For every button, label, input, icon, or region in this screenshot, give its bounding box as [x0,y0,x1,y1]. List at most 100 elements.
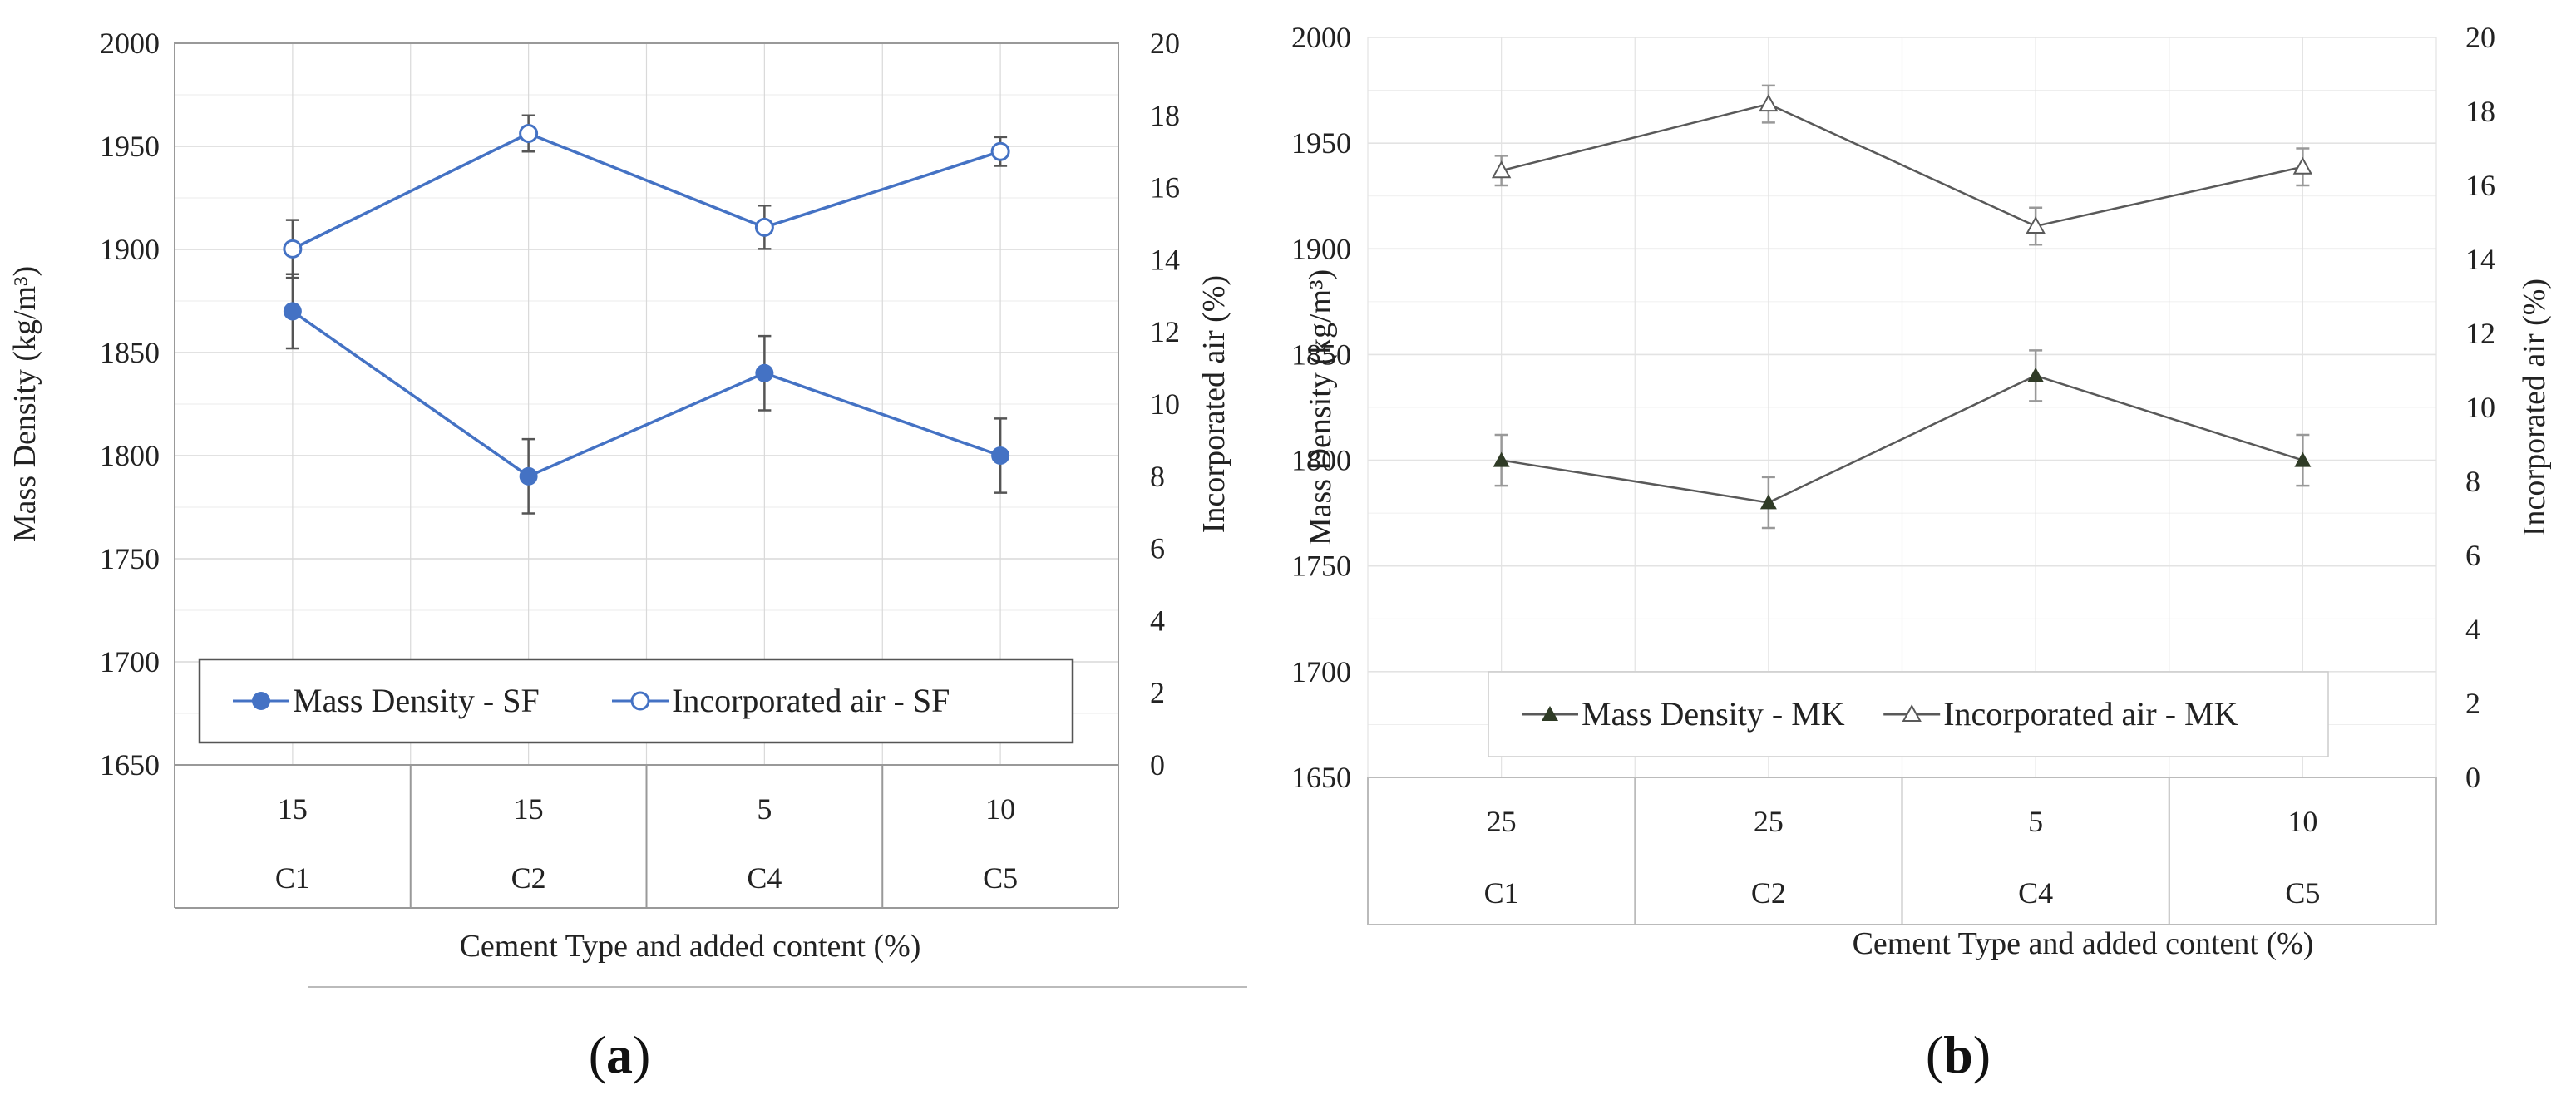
y-tick-label-right: 6 [2465,539,2480,572]
y-tick-label-right: 8 [1150,460,1165,493]
legend-entry-label: Mass Density - MK [1582,695,1845,733]
x-tick-label-category: C4 [2018,876,2053,910]
y-tick-label-left: 1950 [100,130,160,163]
y-tick-label-right: 4 [2465,613,2480,646]
y-tick-label-right: 18 [1150,99,1180,132]
data-point-marker [283,239,303,259]
data-point-marker [519,466,538,486]
y-tick-label-right: 16 [1150,171,1180,205]
y-tick-label-right: 10 [1150,387,1180,421]
x-tick-label-category: C1 [1484,876,1519,910]
y-axis-title-left: Mass Density (kg/m³) [1303,269,1338,545]
panel-label-close: ) [1973,1025,1991,1084]
data-point-marker [755,363,774,382]
y-tick-label-right: 14 [1150,243,1180,276]
legend-box [1488,671,2329,757]
y-tick-label-left: 1750 [100,542,160,575]
y-tick-label-right: 4 [1150,604,1165,637]
y-tick-label-right: 14 [2465,243,2495,276]
y-tick-label-right: 12 [2465,317,2495,350]
series-line-1 [1501,374,2303,504]
y-tick-label-left: 1650 [1291,761,1351,794]
panel-label-letter: a [606,1025,633,1084]
y-tick-label-right: 0 [2465,761,2480,794]
series-line-2 [1501,102,2303,228]
data-point-marker [1759,494,1777,510]
y-tick-label-right: 8 [2465,465,2480,498]
y-tick-label-right: 12 [1150,315,1180,348]
data-point-marker [519,124,539,143]
legend-entry-label: Incorporated air - MK [1943,695,2238,733]
y-tick-label-right: 2 [2465,687,2480,720]
x-tick-label-content: 15 [278,792,308,826]
y-tick-label-left: 1700 [1291,655,1351,688]
x-tick-label-content: 10 [985,792,1015,826]
legend-swatch-marker [1902,703,1922,722]
chart-panel-b: 1650 1700 1750 1800 1850 1900 1950 2000 0 2 4 6 8 10 1… [1291,21,2552,1084]
y-tick-label-left: 1950 [1291,126,1351,160]
y-tick-label-right: 0 [1150,748,1165,782]
x-tick-label-content: 25 [1487,805,1517,838]
legend-swatch-marker [252,692,270,710]
y-tick-label-left: 2000 [100,27,160,60]
data-point-marker [2026,215,2046,234]
data-point-marker [991,446,1010,465]
y-tick-label-left: 1850 [1291,338,1351,371]
y-tick-label-left: 1900 [100,233,160,266]
panel-label-open: ( [1926,1025,1943,1084]
panel-label-open: ( [589,1025,606,1084]
y-tick-label-right: 16 [2465,169,2495,202]
x-tick-label-content: 15 [514,792,544,826]
y-tick-label-right: 6 [1150,532,1165,565]
y-tick-label-right: 20 [2465,21,2495,54]
series-line-1 [291,309,1001,478]
series-line-2 [292,131,1001,250]
data-point-marker [1759,94,1779,112]
x-tick-label-category: C2 [511,861,546,895]
x-axis-title: Cement Type and added content (%) [1853,926,2314,961]
x-tick-label-content: 25 [1754,805,1784,838]
y-tick-label-left: 1750 [1291,550,1351,583]
x-tick-label-content: 10 [2287,805,2317,838]
y-tick-label-left: 2000 [1291,21,1351,54]
x-tick-label-category: C5 [2285,876,2320,910]
chart-panel-a: 1650 1700 1750 1800 1850 1900 1950 2000 0 2 4 6 8 10 1… [7,27,1247,1084]
panel-label-letter: b [1943,1025,1973,1084]
x-tick-label-content: 5 [2028,805,2043,838]
y-axis-title-right: Incorporated air (%) [1197,275,1231,533]
x-tick-label-content: 5 [757,792,772,826]
panel-label: (a) [589,1025,651,1084]
y-tick-label-left: 1650 [100,748,160,782]
x-tick-label-category: C2 [1751,876,1786,910]
y-tick-label-right: 2 [1150,676,1165,709]
data-point-marker [754,217,774,237]
data-point-marker [1493,451,1510,467]
legend-swatch-marker [630,691,650,711]
data-point-marker [1491,160,1512,179]
x-axis-title: Cement Type and added content (%) [460,929,921,964]
y-tick-label-left: 1850 [100,336,160,369]
legend-entry-label: Mass Density - SF [293,682,540,719]
data-point-marker [283,302,302,321]
legend-swatch-marker [1542,706,1558,721]
y-tick-label-right: 18 [2465,95,2495,128]
data-point-marker [990,141,1010,161]
y-tick-label-left: 1700 [100,645,160,678]
y-tick-label-left: 1900 [1291,232,1351,265]
legend-entry-label: Incorporated air - SF [672,682,950,719]
x-tick-label-category: C5 [983,861,1018,895]
data-point-marker [2294,451,2312,467]
y-tick-label-right: 20 [1150,27,1180,60]
y-tick-label-left: 1800 [100,439,160,472]
data-point-marker [2292,156,2313,175]
y-axis-title-right: Incorporated air (%) [2517,279,2552,536]
x-tick-label-category: C1 [275,861,310,895]
panel-label: (b) [1926,1025,1991,1084]
y-axis-title-left: Mass Density (kg/m³) [7,266,42,542]
y-tick-label-left: 1800 [1291,444,1351,477]
data-point-marker [2027,367,2045,382]
panel-label-close: ) [633,1025,650,1084]
y-tick-label-right: 10 [2465,391,2495,424]
x-tick-label-category: C4 [747,861,782,895]
